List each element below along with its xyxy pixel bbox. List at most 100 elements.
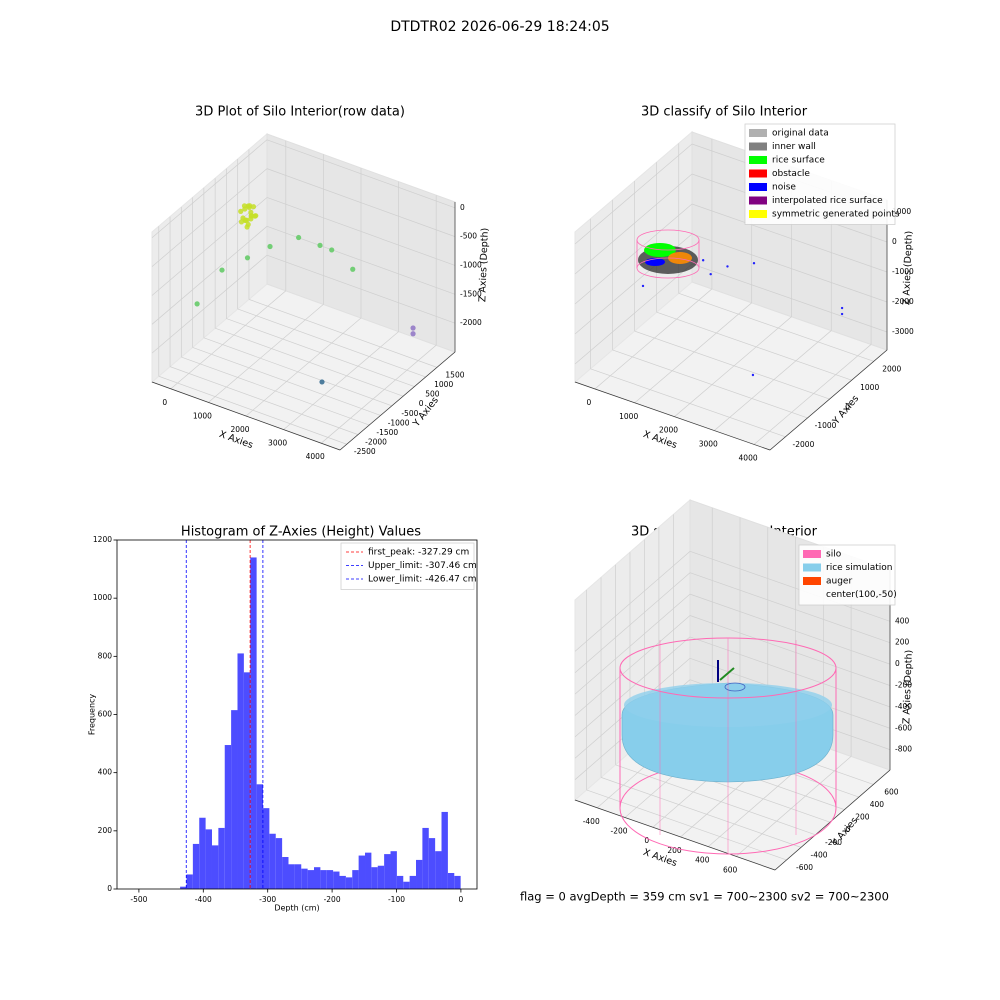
bar [301, 868, 308, 889]
bar [218, 827, 225, 889]
x-tick-label: 4000 [739, 453, 758, 462]
point [751, 373, 755, 377]
bar [447, 873, 455, 889]
x-tick-label: -400 [583, 817, 600, 826]
grid-line [203, 337, 392, 407]
point [248, 216, 254, 222]
x-tick-label: -400 [195, 895, 212, 904]
grid-line [574, 593, 691, 695]
x-tick-label: 2000 [230, 425, 249, 434]
y-tick-label: -2500 [354, 447, 376, 456]
legend-swatch [749, 142, 767, 151]
point [244, 224, 250, 230]
silo-simulation [619, 637, 837, 855]
figure-title: DTDTR02 2026-06-29 18:24:05 [390, 19, 609, 35]
legend-box [340, 542, 475, 590]
grid-line [266, 254, 456, 324]
point [238, 208, 244, 214]
y-tick-label: 800 [98, 651, 113, 660]
z-tick-label: -2000 [460, 318, 482, 327]
bar [422, 827, 429, 889]
point [840, 312, 844, 316]
z-tick-label: -500 [460, 232, 477, 241]
z-tick-label: -1000 [892, 267, 914, 276]
bar [435, 851, 442, 889]
legend-label: auger [826, 577, 852, 587]
bar [314, 867, 321, 889]
grid-line [266, 197, 456, 266]
charts: 3D Plot of Silo Interior(row data) 0 1000 2… [88, 105, 915, 913]
grid-line [691, 263, 888, 333]
legend-swatch [803, 577, 821, 585]
z-tick-label: -400 [895, 702, 912, 711]
x-tick-label: -500 [130, 895, 147, 904]
grid-line [753, 344, 872, 445]
x-tick-label: -200 [324, 895, 341, 904]
bar [243, 672, 251, 889]
z-tick-label: 1000 [892, 207, 911, 216]
z-tick-label: 400 [895, 616, 910, 625]
legends: original data inner wall rice surface obsta… [340, 123, 900, 606]
grid-line [226, 318, 415, 387]
legend-swatch [749, 210, 767, 218]
bar [396, 875, 404, 889]
y-tick-label: 1200 [93, 535, 112, 544]
x-tick-label: 600 [723, 865, 738, 874]
legend-label: silo [826, 550, 842, 560]
point [244, 255, 251, 261]
legend-label: rice simulation [826, 563, 892, 573]
bar [377, 865, 385, 889]
grid-line [714, 330, 832, 431]
y-tick-label: -1000 [388, 418, 410, 427]
legend-swatch [803, 550, 821, 558]
legend-label: center(100,-50) [826, 590, 897, 600]
grid-line [158, 375, 347, 445]
bar [441, 811, 448, 889]
point [194, 301, 200, 307]
x-tick-label: 0 [587, 398, 592, 407]
y-tick-label: 200 [855, 813, 870, 822]
axis-line [151, 381, 341, 451]
bar [205, 829, 212, 889]
grid-line [674, 316, 792, 417]
bar [428, 838, 436, 889]
bar [211, 845, 219, 889]
grid-line [151, 226, 268, 325]
y-tick-label: 1000 [434, 380, 453, 389]
x-tick-label: 3000 [699, 440, 718, 449]
x-tick-label: 0 [459, 895, 464, 904]
grid-line [215, 327, 404, 397]
y-axis-label: Y Axies [829, 815, 860, 849]
y-tick-label: 1500 [445, 370, 464, 379]
grid-line [151, 254, 268, 354]
y-tick-label: -600 [796, 863, 813, 872]
bar [339, 875, 346, 889]
grid-line [248, 299, 438, 368]
z-tick-label: -800 [895, 745, 912, 754]
z-tick-label: -600 [895, 723, 912, 732]
grid-line [574, 636, 691, 738]
footer: flag = 0 avgDepth = 359 cm sv1 = 700~230… [520, 890, 889, 904]
grid-line [170, 290, 287, 390]
bar [352, 870, 359, 889]
grid-line [574, 572, 691, 673]
grid-line [266, 139, 456, 209]
point [840, 306, 844, 310]
y-tick-label: -2000 [793, 440, 815, 449]
z-axis-label: Z Axies (Depth) [901, 231, 915, 306]
grid-line [320, 344, 437, 444]
bar [294, 864, 302, 889]
point [329, 247, 335, 253]
bar [345, 877, 353, 889]
y-tick-label: 200 [98, 826, 113, 835]
grid-line [237, 308, 426, 378]
bar [192, 843, 200, 889]
bar [307, 870, 315, 889]
bar [390, 851, 397, 889]
grid-line [574, 203, 693, 305]
x-tick-label: 0 [644, 836, 649, 845]
point [410, 325, 416, 331]
point [319, 379, 325, 385]
point [267, 243, 273, 250]
point [296, 234, 302, 241]
